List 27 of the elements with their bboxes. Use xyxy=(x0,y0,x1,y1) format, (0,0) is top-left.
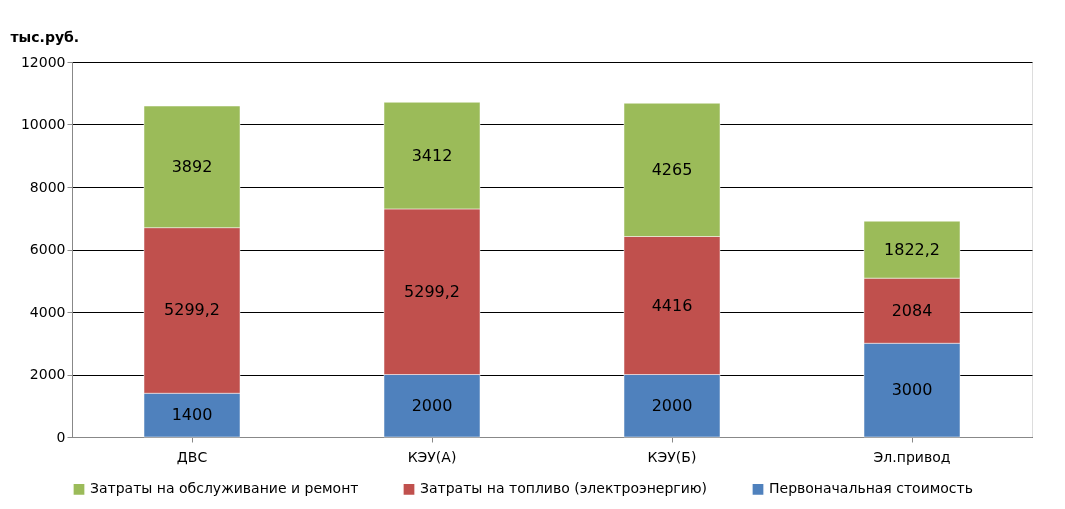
data-label: 4416 xyxy=(651,295,693,315)
data-label: 2084 xyxy=(891,300,933,320)
legend-label: Первоначальная стоимость xyxy=(769,480,973,497)
x-tick-label: КЭУ(Б) xyxy=(647,448,697,465)
data-label: 2000 xyxy=(651,395,693,415)
x-tick-label: ДВС xyxy=(176,448,208,465)
x-tick-label: КЭУ(А) xyxy=(407,448,457,465)
y-axis-title: тыс.руб. xyxy=(10,28,80,45)
data-label: 5299,2 xyxy=(404,281,460,301)
y-tick-label: 8000 xyxy=(29,178,66,195)
data-label: 5299,2 xyxy=(164,300,220,320)
data-label: 1822,2 xyxy=(884,239,940,259)
y-tick-label: 12000 xyxy=(20,53,66,70)
y-tick-label: 4000 xyxy=(29,303,66,320)
data-label: 4265 xyxy=(651,159,693,179)
data-label: 3000 xyxy=(891,380,933,400)
y-tick-label: 6000 xyxy=(29,241,66,257)
data-label: 3892 xyxy=(171,156,213,176)
y-tick-label: 2000 xyxy=(29,366,66,382)
data-label: 3412 xyxy=(411,145,453,165)
data-label: 2000 xyxy=(411,395,453,415)
y-tick-label: 0 xyxy=(56,428,66,445)
legend-label: Затраты на топливо (электроэнергию) xyxy=(420,480,708,497)
legend-label: Затраты на обслуживание и ремонт xyxy=(90,480,359,497)
y-tick-label: 10000 xyxy=(20,116,66,132)
x-tick-label: Эл.привод xyxy=(873,448,951,465)
data-label: 1400 xyxy=(171,405,213,425)
